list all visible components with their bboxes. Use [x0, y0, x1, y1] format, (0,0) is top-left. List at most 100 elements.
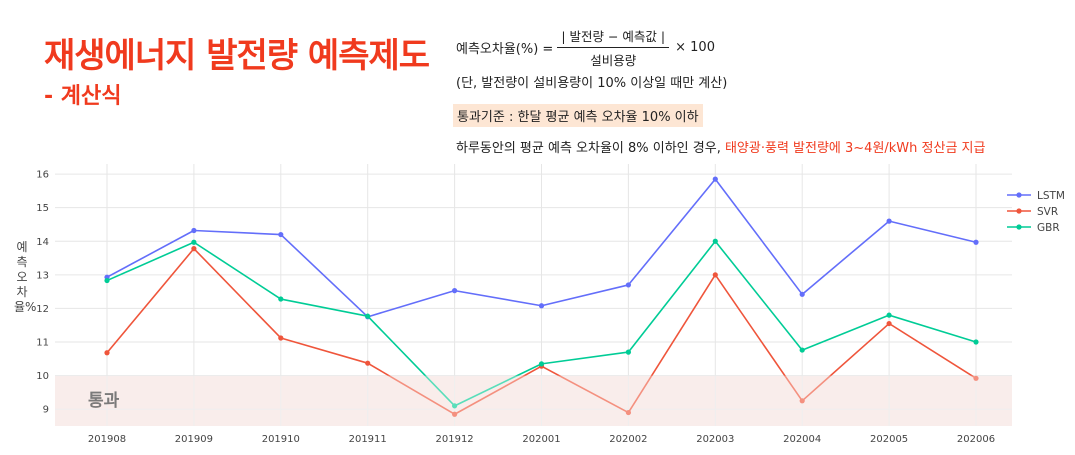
- series-line-lstm: [714, 178, 803, 295]
- data-point-svr: [365, 360, 371, 366]
- data-point-svr: [191, 246, 197, 252]
- data-point-gbr: [365, 313, 371, 319]
- data-point-gbr: [278, 296, 284, 302]
- pass-zone-overlay: [55, 375, 1012, 426]
- series-line-lstm: [801, 220, 890, 295]
- legend-label-svr: SVR: [1037, 206, 1058, 218]
- y-tick-label: 11: [36, 338, 49, 349]
- pass-criterion: 통과기준 : 한달 평균 예측 오차율 10% 이하: [453, 104, 703, 127]
- series-line-svr: [280, 337, 368, 364]
- x-tick-label: 202002: [609, 434, 647, 445]
- series-line-svr: [801, 322, 890, 402]
- x-tick-label: 201908: [88, 434, 126, 445]
- series-line-svr: [193, 248, 282, 339]
- x-tick-label: 202006: [957, 434, 995, 445]
- series-line-svr: [888, 322, 977, 379]
- policy-highlight: 태양광·풍력 발전량에 3~4원/kWh 정산금 지급: [724, 141, 986, 156]
- data-point-lstm: [452, 288, 458, 294]
- data-point-gbr: [973, 339, 979, 345]
- data-point-gbr: [191, 239, 197, 245]
- formula-multiplier: × 100: [675, 39, 715, 55]
- y-tick-label: 9: [43, 405, 49, 416]
- series-line-gbr: [193, 241, 282, 300]
- error-rate-formula: 예측오차율(%) = | 발전량 − 예측값 | 설비용량 × 100: [456, 29, 715, 68]
- formula-lhs: 예측오차율(%) =: [456, 41, 554, 57]
- series-line-svr: [541, 365, 629, 414]
- legend-marker-gbr: [1016, 224, 1022, 230]
- series-line-lstm: [280, 233, 369, 318]
- x-tick-label: 202005: [870, 434, 908, 445]
- y-tick-label: 13: [36, 270, 49, 281]
- x-tick-label: 202001: [522, 434, 560, 445]
- formula-denominator: 설비용량: [590, 52, 637, 68]
- data-point-gbr: [538, 361, 545, 367]
- data-point-lstm: [973, 239, 979, 245]
- series-line-lstm: [193, 229, 281, 236]
- series-line-lstm: [367, 289, 455, 318]
- page-title: 재생에너지 발전량 예측제도: [44, 36, 430, 76]
- legend-marker-lstm: [1016, 192, 1022, 198]
- data-point-gbr: [104, 277, 110, 284]
- series-line-lstm: [627, 178, 716, 286]
- data-point-svr: [452, 411, 458, 417]
- policy-text: 하루동안의 평균 예측 오차율이 8% 이하인 경우, 태양광·풍력 발전량에 …: [456, 137, 985, 156]
- data-point-lstm: [886, 218, 892, 224]
- data-point-lstm: [538, 303, 545, 309]
- x-tick-label: 201910: [262, 434, 300, 445]
- data-point-gbr: [625, 349, 632, 355]
- legend-marker-svr: [1016, 208, 1022, 214]
- data-point-svr: [625, 409, 632, 416]
- series-line-gbr: [627, 240, 716, 353]
- data-point-lstm: [625, 282, 632, 288]
- series-line-gbr: [541, 351, 629, 365]
- series-line-lstm: [541, 284, 629, 307]
- legend-label-gbr: GBR: [1037, 222, 1060, 234]
- data-point-svr: [886, 320, 892, 327]
- y-tick-label: 16: [36, 170, 49, 181]
- data-point-svr: [278, 335, 284, 341]
- series-line-svr: [367, 362, 456, 415]
- x-tick-label: 201912: [436, 434, 474, 445]
- series-line-svr: [106, 248, 195, 354]
- series-line-svr: [714, 274, 803, 402]
- series-line-svr: [454, 365, 542, 415]
- pass-zone: [55, 375, 1012, 426]
- y-tick-label: 12: [36, 304, 49, 315]
- data-point-gbr: [712, 238, 718, 244]
- data-point-svr: [712, 272, 718, 278]
- data-point-gbr: [799, 347, 805, 353]
- data-point-lstm: [278, 231, 284, 238]
- data-point-gbr: [452, 403, 458, 409]
- series-line-gbr: [888, 314, 977, 343]
- data-point-lstm: [712, 176, 718, 182]
- data-point-gbr: [886, 312, 892, 318]
- y-tick-label: 10: [36, 371, 49, 382]
- series-line-svr: [627, 274, 716, 413]
- series-line-gbr: [714, 240, 803, 351]
- series-line-gbr: [106, 241, 195, 282]
- x-tick-label: 202004: [783, 434, 821, 445]
- x-tick-label: 201909: [175, 434, 213, 445]
- series-line-lstm: [106, 229, 195, 278]
- series-line-lstm: [454, 289, 542, 307]
- formula-note: (단, 발전량이 설비용량이 10% 이상일 때만 계산): [456, 76, 728, 91]
- pass-zone-label: 통과: [88, 391, 120, 411]
- policy-prefix: 하루동안의 평균 예측 오차율이 8% 이하인 경우,: [456, 141, 725, 156]
- data-point-svr: [104, 350, 110, 356]
- x-tick-label: 202003: [696, 434, 734, 445]
- series-line-gbr: [801, 314, 890, 351]
- series-line-gbr: [280, 298, 368, 317]
- y-tick-label: 14: [36, 237, 49, 248]
- series-line-lstm: [888, 220, 977, 244]
- formula-numerator: | 발전량 − 예측값 |: [557, 26, 670, 48]
- page-subtitle: - 계산식: [44, 84, 122, 109]
- legend-label-lstm: LSTM: [1037, 190, 1065, 202]
- data-point-lstm: [799, 291, 805, 297]
- formula-fraction: | 발전량 − 예측값 | 설비용량: [557, 26, 670, 69]
- series-line-gbr: [454, 363, 542, 407]
- x-tick-label: 201911: [349, 434, 387, 445]
- data-point-lstm: [191, 227, 197, 234]
- y-tick-label: 15: [36, 203, 49, 214]
- series-line-gbr: [367, 315, 456, 407]
